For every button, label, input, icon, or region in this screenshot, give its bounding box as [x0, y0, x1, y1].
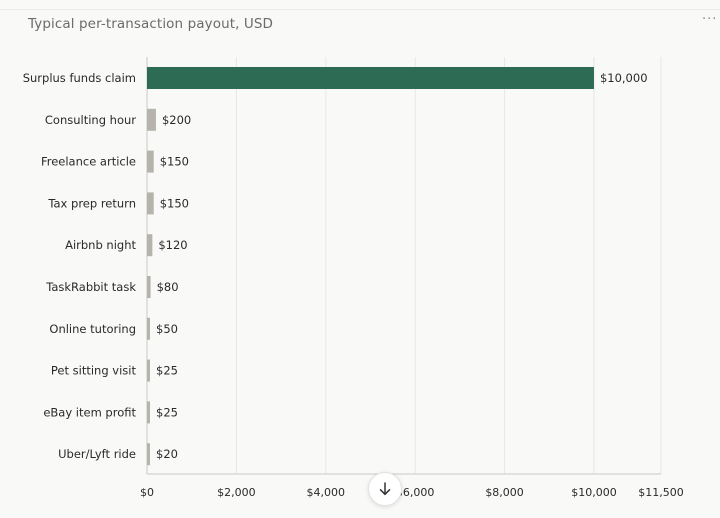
data-label: $120 — [158, 238, 187, 252]
category-label: Freelance article — [41, 155, 136, 169]
bar — [147, 192, 154, 215]
category-label: Consulting hour — [45, 113, 136, 127]
grid-lines — [146, 57, 662, 475]
data-label: $25 — [156, 405, 178, 419]
data-label: $25 — [156, 364, 178, 378]
chart-title: Typical per-transaction payout, USD — [28, 16, 274, 32]
x-tick-label: $8,000 — [485, 486, 524, 499]
x-tick-label: $4,000 — [307, 486, 346, 499]
data-label: $150 — [160, 155, 189, 169]
x-tick-label: $2,000 — [217, 486, 256, 499]
bar — [147, 401, 150, 424]
data-label: $200 — [162, 113, 191, 127]
bar — [147, 234, 153, 257]
bar — [147, 108, 156, 131]
bar — [147, 150, 154, 173]
data-label: $150 — [160, 196, 189, 210]
arrow-down-icon — [379, 482, 391, 496]
category-label: Pet sitting visit — [51, 364, 137, 378]
bars — [147, 67, 594, 466]
category-label: Airbnb night — [65, 238, 136, 252]
data-label: $10,000 — [600, 71, 648, 85]
category-label: Online tutoring — [49, 322, 136, 336]
data-label: $50 — [156, 322, 178, 336]
category-label: eBay item profit — [43, 405, 136, 419]
labels: $0 $2,000 $4,000 $6,000 $8,000 $10,000 $11,500… — [23, 71, 684, 499]
category-label: Tax prep return — [47, 196, 136, 210]
category-label: Surplus funds claim — [23, 71, 136, 85]
category-label: TaskRabbit task — [45, 280, 136, 294]
data-label: $80 — [157, 280, 179, 294]
bar — [147, 359, 150, 382]
x-tick-label: $10,000 — [571, 486, 617, 499]
more-options-icon[interactable]: ··· — [702, 12, 718, 27]
bar — [147, 276, 151, 298]
bar — [147, 317, 150, 340]
bar — [147, 67, 594, 89]
category-label: Uber/Lyft ride — [58, 447, 136, 461]
x-tick-label: $11,500 — [638, 486, 684, 499]
x-tick-label: $0 — [140, 486, 154, 499]
scroll-down-button[interactable] — [368, 472, 402, 506]
bar — [147, 443, 150, 466]
data-label: $20 — [156, 447, 178, 461]
x-tick-label: $6,000 — [396, 486, 435, 499]
top-divider — [0, 0, 720, 10]
